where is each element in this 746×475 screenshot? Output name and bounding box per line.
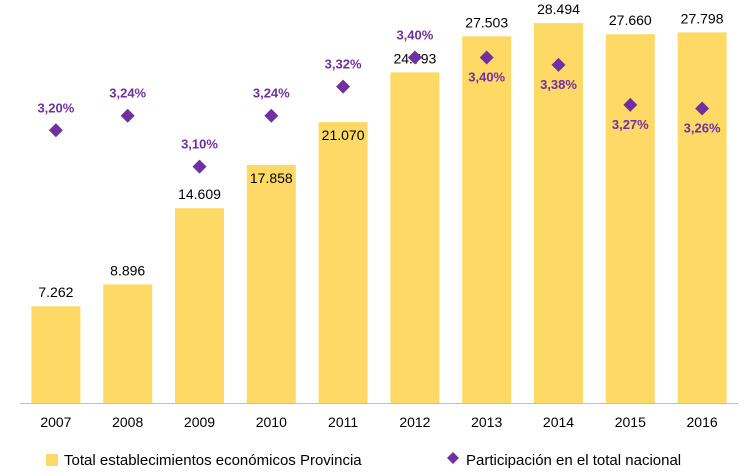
marker-2007 bbox=[48, 123, 63, 138]
x-ticks-layer: 2007 2008 2009 2010 2011 2012 2013 2014 2015 2016 bbox=[40, 414, 718, 430]
bar-2011 bbox=[318, 122, 368, 403]
marker-value-label-2016: 3,26% bbox=[684, 121, 721, 136]
marker-value-label-2007: 3,20% bbox=[37, 100, 74, 115]
x-tick-label-2007: 2007 bbox=[40, 414, 71, 430]
marker-value-label-2008: 3,24% bbox=[109, 86, 146, 101]
marker-2013 bbox=[479, 50, 494, 65]
x-tick-label-2015: 2015 bbox=[615, 414, 646, 430]
bar-value-label-2016: 27.798 bbox=[681, 10, 724, 26]
bars-layer bbox=[31, 23, 727, 404]
markers-layer bbox=[48, 50, 710, 174]
bar-2007 bbox=[31, 306, 81, 403]
marker-value-label-2014: 3,38% bbox=[540, 77, 577, 92]
bar-value-label-2007: 7.262 bbox=[38, 284, 73, 300]
x-tick-label-2011: 2011 bbox=[328, 414, 358, 430]
bar-2016 bbox=[677, 32, 727, 404]
marker-labels-layer: 3,20% 3,24% 3,10% 3,24% 3,32% 3,40% 3,40% 3,38%… bbox=[37, 28, 721, 152]
marker-2008 bbox=[120, 108, 135, 123]
marker-2011 bbox=[336, 79, 351, 94]
marker-value-label-2012: 3,40% bbox=[396, 28, 433, 43]
marker-value-label-2011: 3,32% bbox=[325, 57, 362, 72]
bar-value-label-2015: 27.660 bbox=[609, 12, 652, 28]
x-tick-label-2013: 2013 bbox=[471, 414, 502, 430]
bar-value-label-2011: 21.070 bbox=[322, 127, 365, 143]
marker-2016 bbox=[695, 101, 710, 116]
legend: Total establecimientos económicos Provin… bbox=[46, 452, 681, 469]
bar-2010 bbox=[246, 164, 296, 403]
marker-2010 bbox=[264, 108, 279, 123]
legend-swatch-diamond bbox=[447, 452, 459, 464]
marker-value-label-2010: 3,24% bbox=[253, 86, 290, 101]
bar-value-label-2010: 17.858 bbox=[250, 170, 293, 186]
marker-value-label-2009: 3,10% bbox=[181, 137, 218, 152]
bar-2015 bbox=[605, 34, 655, 403]
x-tick-label-2014: 2014 bbox=[543, 414, 574, 430]
bar-2012 bbox=[390, 72, 440, 404]
bar-value-label-2009: 14.609 bbox=[178, 186, 221, 202]
bar-2008 bbox=[103, 284, 153, 403]
legend-label-bar: Total establecimientos económicos Provin… bbox=[64, 452, 362, 469]
bar-value-label-2008: 8.896 bbox=[110, 262, 145, 278]
marker-2014 bbox=[551, 57, 566, 72]
bar-value-label-2014: 28.494 bbox=[537, 1, 580, 17]
x-tick-label-2016: 2016 bbox=[687, 414, 718, 430]
bar-labels-layer: 7.2628.89614.60917.85821.07024.79327.503… bbox=[38, 1, 723, 300]
marker-value-label-2015: 3,27% bbox=[612, 117, 649, 132]
marker-2012 bbox=[407, 50, 422, 65]
bar-2014 bbox=[534, 23, 583, 403]
x-tick-label-2008: 2008 bbox=[112, 414, 143, 430]
legend-swatch-bar bbox=[46, 454, 58, 466]
x-tick-label-2010: 2010 bbox=[256, 414, 287, 430]
marker-value-label-2013: 3,40% bbox=[468, 70, 505, 85]
marker-2015 bbox=[623, 97, 638, 112]
bar-value-label-2013: 27.503 bbox=[465, 14, 508, 30]
x-tick-label-2012: 2012 bbox=[399, 414, 430, 430]
marker-2009 bbox=[192, 159, 207, 174]
legend-label-diamond: Participación en el total nacional bbox=[466, 452, 681, 469]
x-tick-label-2009: 2009 bbox=[184, 414, 215, 430]
bar-2009 bbox=[175, 208, 224, 403]
bar-2013 bbox=[462, 36, 512, 404]
